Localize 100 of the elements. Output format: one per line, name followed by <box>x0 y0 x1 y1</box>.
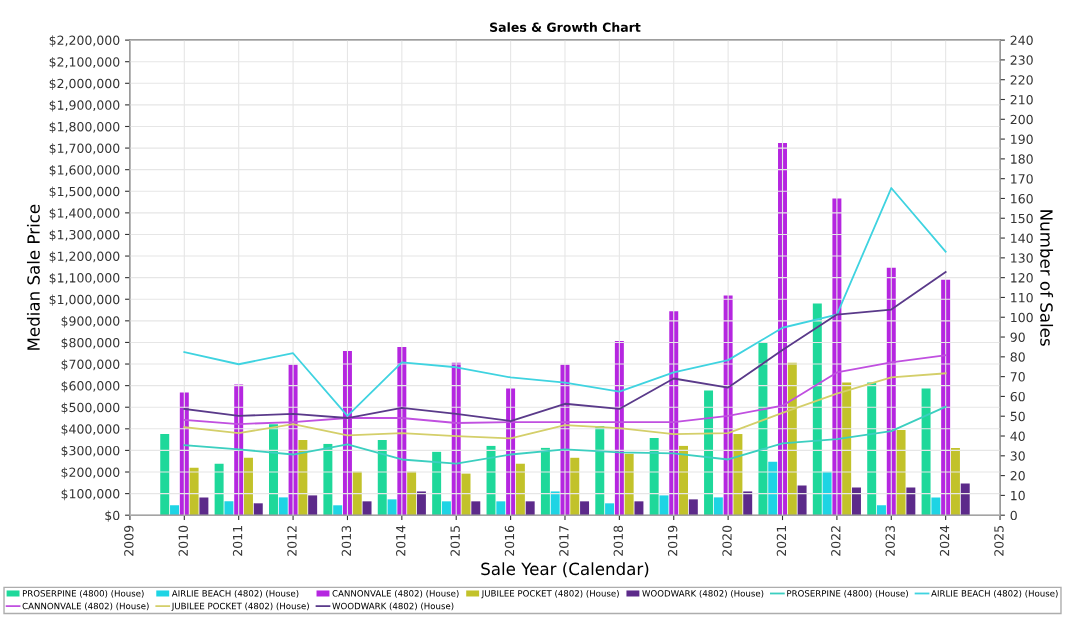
y2-tick-label: 20 <box>1010 471 1025 481</box>
y2-tick-label: 40 <box>1010 431 1025 441</box>
x-tick-label: 2025 <box>994 526 1004 556</box>
bar <box>525 501 535 516</box>
y-tick-label: $1,800,000 <box>49 121 120 134</box>
y2-tick-label: 100 <box>1011 312 1033 323</box>
bar <box>733 434 743 516</box>
line-series <box>183 187 947 417</box>
bar <box>224 501 234 516</box>
y-tick-label: $1,600,000 <box>49 164 120 177</box>
bar <box>416 491 426 516</box>
bar <box>688 499 698 516</box>
x-tick-label: 2013 <box>341 525 352 556</box>
x-tick-label: 2022 <box>831 526 841 556</box>
x-tick-label: 2015 <box>450 526 460 556</box>
bar <box>407 471 417 516</box>
y-tick-label: $1,100,000 <box>49 272 120 285</box>
bar <box>758 342 768 516</box>
bar <box>605 503 615 516</box>
bar <box>441 501 451 516</box>
bar <box>352 471 362 516</box>
chart-title: Sales & Growth Chart <box>490 22 641 32</box>
y2-tick-label: 240 <box>1010 35 1033 46</box>
bar <box>160 434 170 516</box>
x-tick-label: 2021 <box>776 526 787 556</box>
bar <box>496 501 506 516</box>
bar <box>377 439 387 516</box>
bar <box>308 495 318 516</box>
y-tick-label: $2,000,000 <box>49 78 120 90</box>
x-tick-label: 2009 <box>124 525 134 556</box>
bar <box>471 501 481 516</box>
bar <box>822 471 832 516</box>
x-tick-label: 2012 <box>287 526 297 556</box>
bar <box>580 501 590 516</box>
bar <box>867 382 877 516</box>
bar <box>515 463 525 516</box>
bar <box>278 497 288 516</box>
y2-tick-label: 70 <box>1010 372 1025 382</box>
y2-tick-label: 210 <box>1010 94 1033 105</box>
y-tick-label: $100,000 <box>61 488 120 501</box>
line-series <box>183 372 947 440</box>
x-tick-label: 2017 <box>559 525 569 556</box>
y2-tick-label: 140 <box>1011 233 1033 243</box>
bar <box>743 491 753 516</box>
y-tick-label: $2,200,000 <box>49 35 120 47</box>
y2-tick-label: 120 <box>1011 273 1033 283</box>
x-tick-label: 2020 <box>722 525 732 556</box>
line-series <box>183 271 947 422</box>
bar <box>842 382 852 516</box>
y2-tick-label: 230 <box>1010 55 1033 65</box>
legend-label: WOODWARK (4802) (House) <box>332 602 454 611</box>
bar <box>387 499 397 516</box>
y2-tick-label: 110 <box>1011 292 1033 303</box>
bar <box>550 491 560 516</box>
y2-tick-label: 30 <box>1010 451 1025 461</box>
bar <box>960 483 970 516</box>
line-series <box>183 354 947 425</box>
bar <box>797 485 807 516</box>
bar <box>906 487 916 516</box>
x-tick-label: 2011 <box>232 526 243 556</box>
bar <box>540 447 550 516</box>
y-tick-label: $600,000 <box>61 380 120 393</box>
y-tick-label: $700,000 <box>61 359 120 371</box>
y-tick-label: $1,400,000 <box>49 208 120 220</box>
bar <box>298 439 308 516</box>
bar <box>921 388 931 516</box>
y2-tick-label: 180 <box>1011 154 1033 164</box>
y-tick-label: $1,300,000 <box>49 229 120 242</box>
y2-tick-label: 150 <box>1011 213 1033 224</box>
bar <box>432 451 442 516</box>
bar <box>649 437 659 516</box>
bar <box>595 426 605 516</box>
x-tick-label: 2019 <box>667 525 678 556</box>
bar <box>244 457 253 516</box>
bar <box>624 453 634 516</box>
bar <box>659 495 669 516</box>
bar <box>931 497 941 516</box>
bar <box>323 443 333 516</box>
bar <box>787 362 797 516</box>
y-axis-title: Median Sale Price <box>26 204 40 350</box>
x-tick-label: 2014 <box>396 525 406 556</box>
y2-tick-label: 80 <box>1010 352 1025 362</box>
legend-label: CANNONVALE (4802) (House) <box>332 589 459 598</box>
y2-tick-label: 200 <box>1010 114 1033 125</box>
y-tick-label: $1,000,000 <box>49 294 120 306</box>
x-tick-label: 2023 <box>885 525 895 556</box>
y-tick-label: $1,900,000 <box>49 100 120 112</box>
bar <box>362 501 372 516</box>
y2-tick-label: 130 <box>1011 253 1033 263</box>
bar <box>851 487 861 516</box>
y-tick-label: $1,200,000 <box>49 251 120 263</box>
y-tick-label: $2,100,000 <box>49 56 120 69</box>
bar <box>170 505 180 516</box>
legend-label: JUBILEE POCKET (4802) (House) <box>171 602 309 611</box>
bar <box>950 447 960 516</box>
bar <box>704 390 714 516</box>
y2-axis-title: Number of Sales <box>1040 210 1054 346</box>
bar <box>634 501 644 516</box>
bar <box>877 505 886 516</box>
y2-tick-label: 160 <box>1011 193 1033 204</box>
